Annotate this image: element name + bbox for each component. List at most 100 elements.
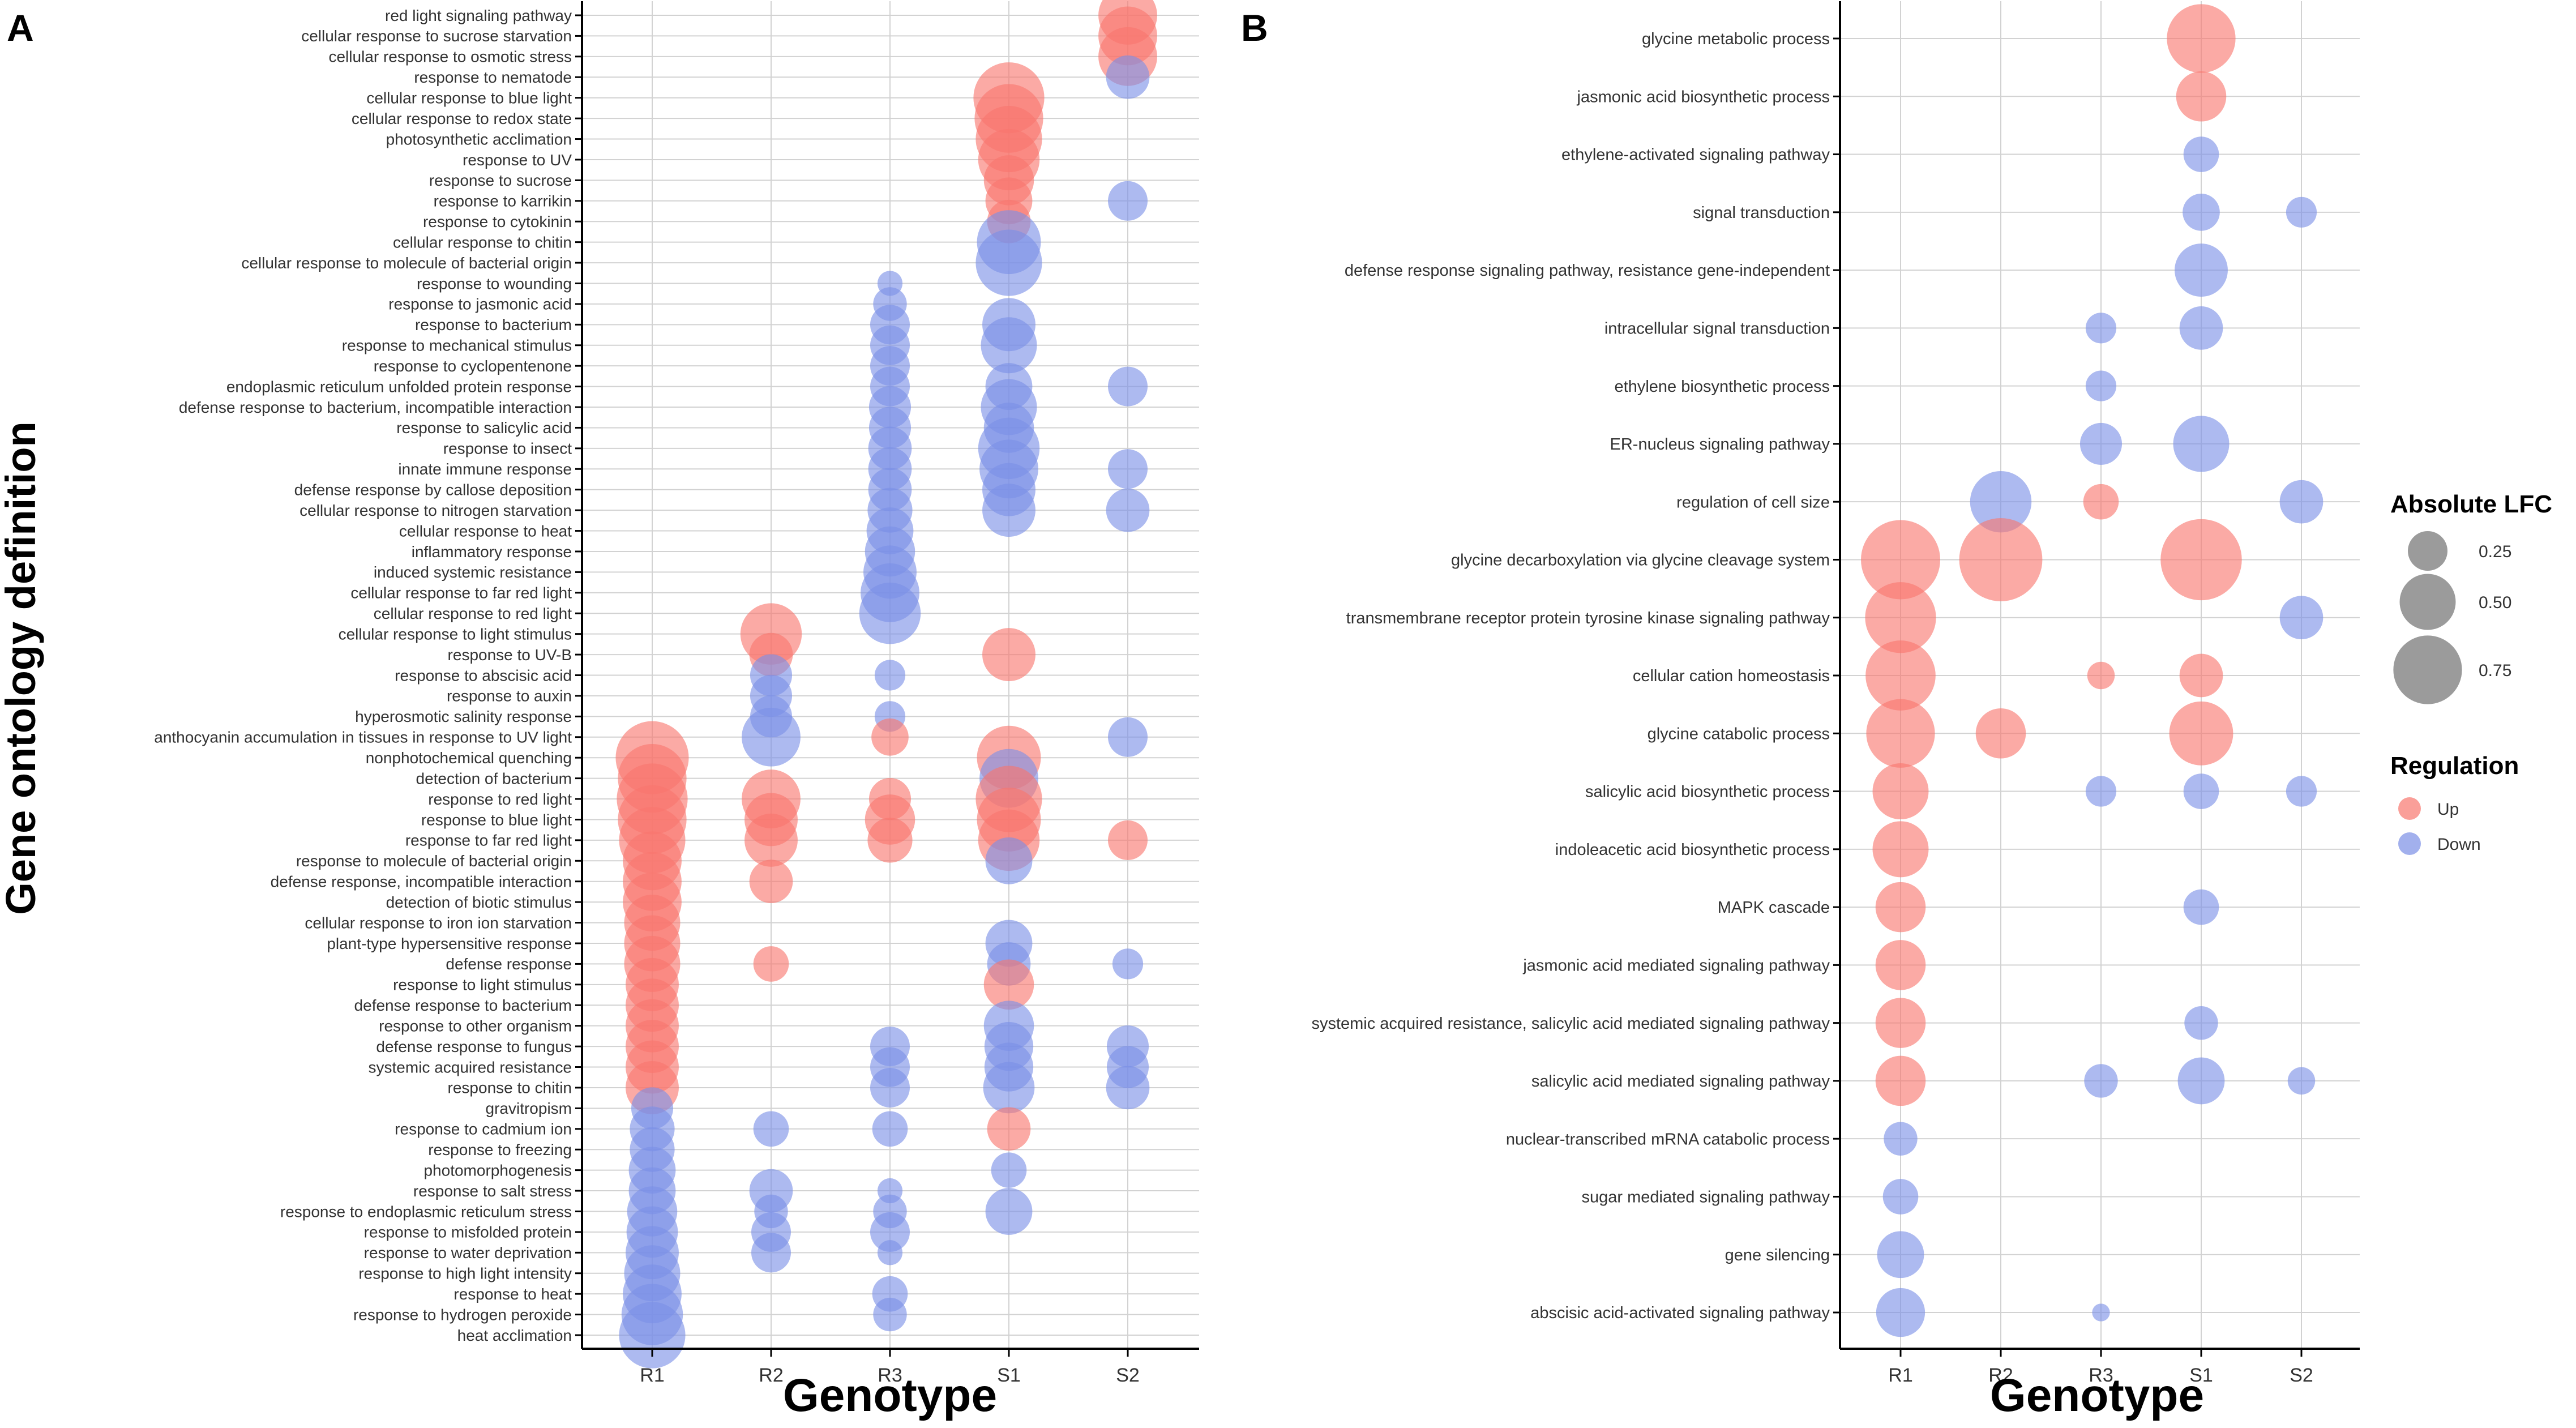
a-term-label-response-to-sucrose: response to sucrose bbox=[429, 172, 572, 189]
a-bubble-response-to-nematode-s2 bbox=[1106, 55, 1150, 99]
a-term-label-response-to-cadmium-ion: response to cadmium ion bbox=[395, 1121, 572, 1138]
a-term-label-cellular-response-to-chitin: cellular response to chitin bbox=[393, 233, 572, 251]
b-bubble-cellular-cation-homeostasis-r3 bbox=[2087, 661, 2115, 690]
b-bubble-salicylic-acid-biosynthetic-process-r1 bbox=[1872, 763, 1929, 820]
legend-color-label-down: Down bbox=[2437, 835, 2481, 854]
a-bubble-response-to-water-deprivation-r3 bbox=[877, 1240, 903, 1265]
a-term-label-response-to-salt-stress: response to salt stress bbox=[413, 1182, 572, 1200]
a-term-label-photomorphogenesis: photomorphogenesis bbox=[423, 1161, 572, 1179]
b-bubble-salicylic-acid-mediated-signaling-pathway-s2 bbox=[2287, 1067, 2316, 1095]
panel-a-bubbles bbox=[615, 0, 1157, 1369]
b-bubble-salicylic-acid-mediated-signaling-pathway-r1 bbox=[1875, 1055, 1926, 1106]
a-bubble-response-to-light-stimulus-s1 bbox=[983, 959, 1034, 1010]
b-bubble-er-nucleus-signaling-pathway-s1 bbox=[2173, 416, 2230, 472]
b-bubble-gene-silencing-r1 bbox=[1877, 1231, 1924, 1279]
panel-a-chart: red light signaling pathway cellular resp… bbox=[154, 0, 1199, 1386]
b-bubble-transmembrane-receptor-protein-tyrosine-kinase-signaling-pathway-r1 bbox=[1865, 582, 1936, 653]
a-term-label-cellular-response-to-redox-state: cellular response to redox state bbox=[352, 110, 572, 127]
a-bubble-response-to-cadmium-ion-s1 bbox=[987, 1107, 1031, 1151]
b-term-label-cellular-cation-homeostasis: cellular cation homeostasis bbox=[1633, 667, 1830, 685]
b-genotype-label-s1: S1 bbox=[2189, 1365, 2213, 1386]
a-bubble-defense-response-incompatible-interaction-r2 bbox=[749, 860, 793, 904]
b-bubble-glycine-catabolic-process-r2 bbox=[1975, 708, 2026, 759]
b-term-label-er-nucleus-signaling-pathway: ER-nucleus signaling pathway bbox=[1610, 435, 1830, 454]
a-term-label-inflammatory-response: inflammatory response bbox=[412, 543, 572, 561]
a-term-label-response-to-freezing: response to freezing bbox=[428, 1141, 572, 1158]
b-bubble-regulation-of-cell-size-s2 bbox=[2279, 480, 2323, 524]
a-term-label-endoplasmic-reticulum-unfolded-protein-response: endoplasmic reticulum unfolded protein r… bbox=[226, 378, 572, 395]
a-term-label-defense-response-to-bacterium-incompatible-interaction: defense response to bacterium, incompati… bbox=[179, 399, 572, 416]
legend-size-circle-0-25 bbox=[2408, 531, 2447, 571]
a-term-label-cellular-response-to-light-stimulus: cellular response to light stimulus bbox=[339, 625, 572, 643]
a-term-label-response-to-cyclopentenone: response to cyclopentenone bbox=[374, 357, 572, 375]
b-term-label-transmembrane-receptor-protein-tyrosine-kinase-signaling-pathway: transmembrane receptor protein tyrosine … bbox=[1346, 609, 1830, 627]
a-term-label-defense-response-to-bacterium: defense response to bacterium bbox=[354, 997, 572, 1014]
a-bubble-response-to-hydrogen-peroxide-r3 bbox=[873, 1297, 907, 1332]
a-term-label-heat-acclimation: heat acclimation bbox=[457, 1327, 572, 1344]
a-term-label-photosynthetic-acclimation: photosynthetic acclimation bbox=[386, 130, 572, 148]
b-bubble-ethylene-activated-signaling-pathway-s1 bbox=[2183, 136, 2219, 172]
a-term-label-response-to-abscisic-acid: response to abscisic acid bbox=[395, 666, 572, 684]
a-term-label-response-to-high-light-intensity: response to high light intensity bbox=[358, 1265, 572, 1282]
a-bubble-photomorphogenesis-s1 bbox=[991, 1152, 1027, 1188]
a-term-label-cellular-response-to-red-light: cellular response to red light bbox=[374, 605, 572, 622]
a-term-label-response-to-bacterium: response to bacterium bbox=[415, 316, 572, 334]
a-term-label-response-to-karrikin: response to karrikin bbox=[434, 193, 572, 210]
b-term-label-gene-silencing: gene silencing bbox=[1725, 1246, 1830, 1264]
a-term-label-defense-response-to-fungus: defense response to fungus bbox=[376, 1038, 572, 1055]
a-term-label-response-to-insect: response to insect bbox=[443, 440, 572, 458]
b-bubble-glycine-catabolic-process-r1 bbox=[1866, 699, 1935, 768]
a-term-label-gravitropism: gravitropism bbox=[486, 1100, 572, 1117]
a-term-label-response-to-salicylic-acid: response to salicylic acid bbox=[396, 419, 572, 437]
b-bubble-systemic-acquired-resistance-salicylic-acid-mediated-signaling-pathway-r1 bbox=[1875, 998, 1926, 1048]
a-term-label-hyperosmotic-salinity-response: hyperosmotic salinity response bbox=[355, 708, 572, 725]
a-bubble-cellular-response-to-red-light-r3 bbox=[859, 583, 921, 644]
a-bubble-cellular-response-to-molecule-of-bacterial-origin-s1 bbox=[975, 229, 1042, 296]
a-term-label-response-to-mechanical-stimulus: response to mechanical stimulus bbox=[342, 337, 572, 354]
a-term-label-detection-of-biotic-stimulus: detection of biotic stimulus bbox=[386, 893, 572, 911]
a-term-label-response-to-molecule-of-bacterial-origin: response to molecule of bacterial origin bbox=[296, 852, 572, 870]
a-term-label-systemic-acquired-resistance: systemic acquired resistance bbox=[369, 1058, 572, 1076]
a-term-label-anthocyanin-accumulation-in-tissues-in-response-to-uv-light: anthocyanin accumulation in tissues in r… bbox=[154, 729, 572, 746]
b-bubble-glycine-catabolic-process-s1 bbox=[2169, 701, 2233, 766]
panel-a-genotype-ticks: R1 R2 R3 S1 S2 bbox=[640, 1365, 1140, 1386]
a-bubble-anthocyanin-accumulation-in-tissues-in-response-to-uv-light-s2 bbox=[1108, 717, 1148, 757]
a-bubble-response-to-molecule-of-bacterial-origin-s1 bbox=[985, 837, 1033, 884]
a-bubble-response-to-uv-b-s1 bbox=[982, 628, 1035, 682]
panel-b-axes bbox=[1833, 1, 2360, 1357]
panel-a-axes bbox=[575, 1, 1199, 1357]
b-term-label-intracellular-signal-transduction: intracellular signal transduction bbox=[1604, 320, 1830, 338]
a-term-label-response-to-endoplasmic-reticulum-stress: response to endoplasmic reticulum stress bbox=[280, 1203, 572, 1220]
a-bubble-response-to-endoplasmic-reticulum-stress-s1 bbox=[985, 1188, 1033, 1235]
legend-color-keys: Up Down bbox=[2398, 797, 2481, 855]
a-bubble-response-to-far-red-light-r2 bbox=[744, 813, 798, 867]
legend-color-circle-up bbox=[2398, 797, 2421, 820]
a-genotype-label-s1: S1 bbox=[997, 1365, 1021, 1386]
a-term-label-response-to-uv: response to UV bbox=[463, 151, 572, 169]
a-term-label-cellular-response-to-iron-ion-starvation: cellular response to iron ion starvation bbox=[305, 914, 572, 931]
b-bubble-nuclear-transcribed-mrna-catabolic-process-r1 bbox=[1884, 1122, 1918, 1156]
a-term-label-response-to-heat: response to heat bbox=[453, 1285, 572, 1303]
b-bubble-mapk-cascade-r1 bbox=[1875, 882, 1926, 933]
b-bubble-salicylic-acid-biosynthetic-process-r3 bbox=[2085, 776, 2117, 807]
legend-color-circle-down bbox=[2398, 832, 2421, 855]
b-term-label-ethylene-activated-signaling-pathway: ethylene-activated signaling pathway bbox=[1561, 146, 1830, 164]
a-term-label-cellular-response-to-osmotic-stress: cellular response to osmotic stress bbox=[328, 48, 572, 66]
a-term-label-response-to-water-deprivation: response to water deprivation bbox=[364, 1244, 572, 1262]
a-bubble-anthocyanin-accumulation-in-tissues-in-response-to-uv-light-r2 bbox=[742, 707, 801, 767]
b-term-label-indoleacetic-acid-biosynthetic-process: indoleacetic acid biosynthetic process bbox=[1555, 841, 1830, 859]
a-bubble-innate-immune-response-s2 bbox=[1108, 449, 1148, 489]
b-bubble-glycine-decarboxylation-via-glycine-cleavage-system-r2 bbox=[1959, 518, 2043, 601]
legend-color-title: Regulation bbox=[2390, 752, 2519, 780]
a-bubble-response-to-cadmium-ion-r3 bbox=[872, 1111, 908, 1147]
a-term-label-induced-systemic-resistance: induced systemic resistance bbox=[374, 563, 572, 581]
b-bubble-sugar-mediated-signaling-pathway-r1 bbox=[1882, 1179, 1919, 1215]
a-bubble-response-to-mechanical-stimulus-s1 bbox=[981, 317, 1037, 374]
panel-b-chart: glycine metabolic process jasmonic acid b… bbox=[1311, 1, 2360, 1386]
a-term-label-response-to-red-light: response to red light bbox=[428, 790, 572, 808]
a-bubble-response-to-karrikin-s2 bbox=[1108, 181, 1148, 221]
a-term-label-response-to-nematode: response to nematode bbox=[414, 69, 572, 86]
a-term-label-cellular-response-to-sucrose-starvation: cellular response to sucrose starvation bbox=[301, 27, 572, 45]
a-bubble-cellular-response-to-nitrogen-starvation-s1 bbox=[982, 484, 1035, 537]
